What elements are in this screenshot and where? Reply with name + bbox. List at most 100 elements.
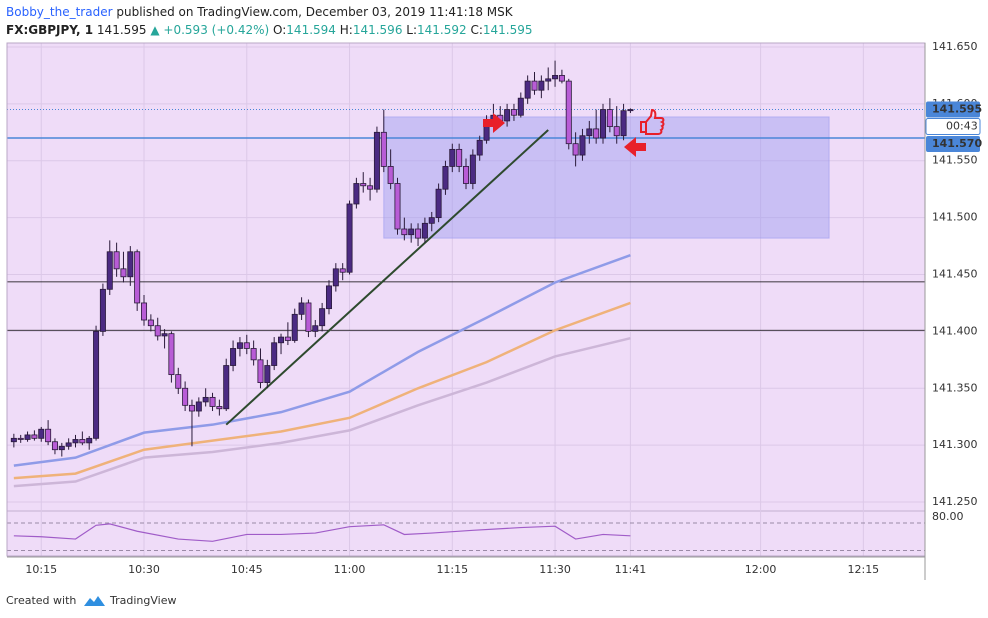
candle-body [531, 80, 538, 91]
candle-body [209, 396, 216, 407]
candle-body [517, 97, 524, 116]
plot-background [7, 43, 925, 556]
candle-body [86, 437, 93, 444]
x-tick-label: 10:45 [231, 563, 263, 576]
candle-body [243, 342, 250, 349]
candle-body [613, 126, 620, 137]
change: ▲ +0.593 (+0.42%) [150, 23, 269, 37]
candle-body [168, 333, 175, 376]
candle-body [175, 374, 182, 389]
pane-separator [7, 510, 925, 512]
candle-body [38, 428, 45, 439]
moving-average [13, 253, 631, 467]
candle-body [332, 268, 339, 287]
candle-body [134, 251, 141, 304]
high: 141.596 [353, 23, 403, 37]
candle-body [31, 434, 38, 439]
candle-body [127, 251, 134, 278]
candle-body [401, 228, 408, 236]
candle-body [65, 442, 72, 447]
y-tick-label: 141.250 [932, 495, 978, 508]
y-tick-label: 141.300 [932, 438, 978, 451]
high-label: H: [340, 23, 353, 37]
candle-body [141, 302, 148, 321]
countdown: 00:43 [946, 120, 978, 133]
header-line-2: FX:GBPJPY, 1 141.595 ▲ +0.593 (+0.42%) O… [6, 23, 533, 37]
candle-body [216, 406, 223, 410]
tradingview-logo[interactable] [84, 596, 105, 606]
candle-body [305, 302, 312, 332]
candle-body [456, 148, 463, 167]
candle-body [154, 325, 161, 337]
footer: Created with TradingView [6, 594, 176, 607]
candle-body [346, 203, 353, 273]
candle-body [106, 251, 113, 290]
close: 141.595 [483, 23, 533, 37]
candle-body [469, 154, 476, 184]
candle-body [565, 80, 572, 145]
candle-body [250, 348, 257, 361]
low-label: L: [406, 23, 417, 37]
candle-body [17, 437, 24, 440]
author[interactable]: Bobby_the_trader [6, 5, 113, 19]
candle-body [120, 268, 127, 278]
candle-body [367, 185, 374, 190]
candle-body [195, 401, 202, 412]
symbol: FX:GBPJPY, 1 [6, 23, 93, 37]
candle-body [579, 135, 586, 156]
candle-body [202, 396, 209, 403]
candle-body [415, 228, 422, 239]
candle-body [113, 251, 120, 270]
x-tick-label: 11:30 [539, 563, 571, 576]
candle-body [353, 183, 360, 205]
candle-body [421, 222, 428, 239]
price-tag [926, 101, 980, 118]
candle-body [593, 128, 600, 139]
y-tick-label: 141.550 [932, 154, 978, 167]
candle-body [284, 336, 291, 341]
x-tick-label: 11:15 [436, 563, 468, 576]
candle-body [600, 109, 607, 139]
price-tag [926, 135, 980, 152]
candle-body [93, 330, 100, 439]
candle-body [298, 302, 305, 315]
plot-layer [7, 43, 925, 556]
candle-body [545, 78, 552, 82]
candle-body [264, 365, 271, 383]
candle-body [449, 148, 456, 167]
candle-body [79, 439, 86, 444]
footer-brand[interactable]: TradingView [109, 594, 176, 607]
candle-body [278, 336, 285, 344]
candle-body [572, 143, 579, 156]
candle-body [394, 183, 401, 230]
candle-body [339, 268, 346, 273]
rsi-tick-label: 80.00 [932, 510, 964, 523]
candle-body [620, 110, 627, 137]
candle-body [462, 166, 469, 184]
candle-body [360, 183, 367, 187]
candle-body [586, 128, 593, 137]
candle-body [188, 404, 195, 412]
candle-body [552, 75, 559, 80]
candle-body [72, 439, 79, 444]
candle-body [24, 434, 31, 440]
candle-body [182, 387, 189, 406]
candle-body [223, 365, 230, 410]
candle-body [538, 80, 545, 91]
candle-body [58, 445, 65, 451]
candle-body [558, 75, 565, 82]
open-label: O: [273, 23, 286, 37]
candle-body [428, 217, 435, 224]
candle-body [291, 313, 298, 341]
candle-body [476, 139, 483, 156]
moving-average [13, 301, 631, 480]
price-tag-label: 141.595 [932, 103, 982, 116]
candle-body [373, 131, 380, 190]
candle-body [271, 342, 278, 366]
y-tick-label: 141.400 [932, 324, 978, 337]
rsi-line [13, 523, 631, 542]
candle-body [606, 109, 613, 128]
x-tick-label: 12:15 [847, 563, 879, 576]
candle-body [230, 348, 237, 366]
